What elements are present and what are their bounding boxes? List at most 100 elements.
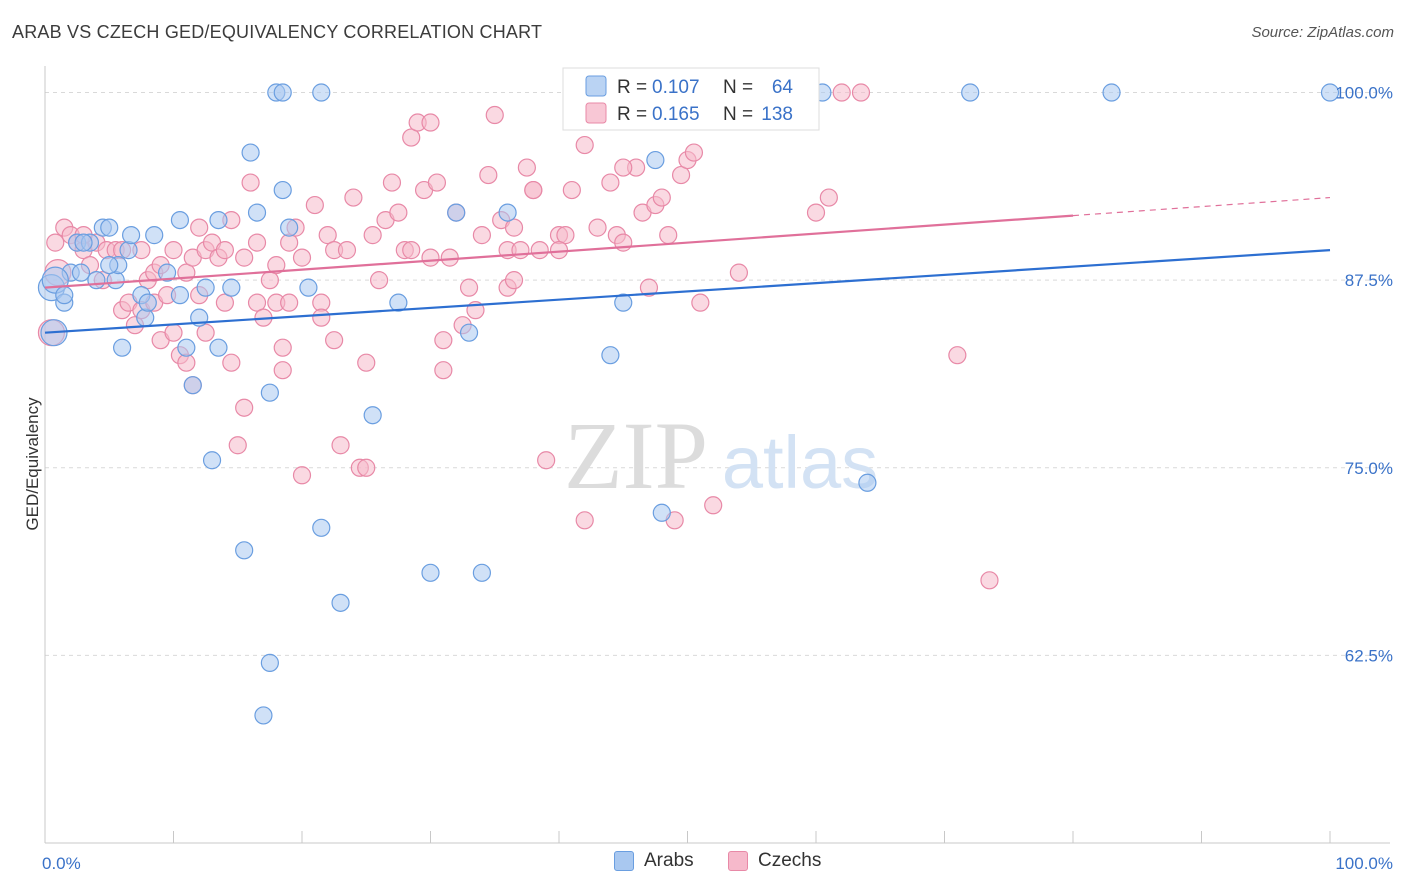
stats-n-label-czechs: N = <box>723 104 753 125</box>
czechs-point-79 <box>434 361 453 380</box>
czechs-point-96 <box>537 451 556 470</box>
czechs-point-123 <box>819 188 838 207</box>
x-tick-label-0: 0.0% <box>42 854 81 873</box>
arabs-point-40 <box>331 593 350 612</box>
arabs-point-47 <box>498 203 517 222</box>
czechs-point-80 <box>440 248 459 267</box>
y-tick-label-0: 100.0% <box>1335 84 1393 103</box>
y-tick-labels: 100.0% 87.5% 75.0% 62.5% <box>1335 84 1393 666</box>
czechs-point-57 <box>305 195 324 215</box>
series-czechs-points <box>37 83 999 590</box>
czechs-point-66 <box>357 353 376 372</box>
czechs-point-73 <box>402 128 421 147</box>
arabs-point-14 <box>121 226 141 245</box>
arabs-point-39 <box>312 518 331 537</box>
arabs-point-34 <box>260 653 279 672</box>
watermark: ZIP atlas <box>564 402 878 509</box>
arabs-point-44 <box>447 203 466 222</box>
trend-lines <box>44 196 1331 334</box>
czechs-point-42 <box>235 248 254 267</box>
arabs-point-43 <box>421 563 440 582</box>
stats-r-label-czechs: R = <box>617 104 647 125</box>
czechs-point-124 <box>832 83 851 102</box>
czechs-point-108 <box>639 278 659 297</box>
czechs-point-92 <box>511 241 530 260</box>
czechs-point-99 <box>562 180 581 200</box>
arabs-point-13 <box>119 241 138 260</box>
stats-swatch-czechs <box>585 102 607 124</box>
y-axis-label: GED/Equivalency <box>23 397 42 531</box>
stats-r-label-arabs: R = <box>617 77 647 98</box>
arabs-point-58 <box>273 83 292 102</box>
series-legend: Arabs Czechs <box>0 850 1406 880</box>
czechs-point-111 <box>659 226 678 245</box>
axes <box>44 66 1390 844</box>
czechs-point-40 <box>228 436 247 455</box>
czechs-point-86 <box>479 165 498 185</box>
arabs-point-55 <box>1102 83 1121 102</box>
czechs-point-115 <box>684 143 704 162</box>
czechs-point-132 <box>190 218 209 237</box>
stats-r-value-arabs: 0.107 <box>652 77 700 98</box>
stats-n-value-arabs: 64 <box>772 77 794 98</box>
czechs-point-119 <box>729 263 749 282</box>
czechs-point-110 <box>652 188 671 207</box>
arabs-point-59 <box>312 83 331 102</box>
arabs-point-5 <box>71 263 91 282</box>
czechs-point-83 <box>459 278 479 297</box>
arabs-point-50 <box>646 150 665 170</box>
czechs-point-126 <box>948 346 967 365</box>
watermark-atlas: atlas <box>722 421 878 504</box>
czechs-point-32 <box>196 323 215 342</box>
legend-swatch-arabs <box>614 851 634 871</box>
series-arabs-points <box>37 83 1340 725</box>
czechs-point-71 <box>389 203 408 222</box>
chart-source: Source: ZipAtlas.com <box>1251 24 1394 41</box>
stats-swatch-arabs <box>585 75 607 97</box>
stats-legend: R = 0.107 N = 64 R = 0.165 N = 138 <box>562 67 820 131</box>
czechs-point-25 <box>164 323 183 342</box>
arabs-point-36 <box>273 180 292 200</box>
czechs-point-78 <box>434 331 453 350</box>
trend-line-czechs <box>44 214 1074 289</box>
arabs-point-63 <box>74 233 93 252</box>
arabs-point-31 <box>241 143 260 162</box>
czechs-point-93 <box>517 158 536 177</box>
arabs-point-61 <box>55 286 74 305</box>
chart-title: ARAB VS CZECH GED/EQUIVALENCY CORRELATIO… <box>12 22 543 42</box>
arabs-point-48 <box>601 346 620 365</box>
czechs-point-64 <box>344 188 363 207</box>
arabs-point-62 <box>100 256 119 275</box>
arabs-point-12 <box>112 338 132 357</box>
arabs-point-53 <box>858 473 877 492</box>
czechs-point-50 <box>273 338 292 357</box>
czechs-point-44 <box>247 233 267 252</box>
y-tick-label-3: 62.5% <box>1345 646 1393 665</box>
arabs-point-33 <box>254 706 273 725</box>
czechs-point-117 <box>704 496 723 515</box>
czechs-point-100 <box>575 135 594 155</box>
legend-item-arabs: Arabs <box>614 850 694 872</box>
y-tick-label-1: 87.5% <box>1345 271 1393 290</box>
czechs-point-125 <box>851 83 871 102</box>
arabs-point-20 <box>170 286 190 305</box>
arabs-point-17 <box>138 293 157 312</box>
czechs-point-62 <box>331 436 350 455</box>
arabs-point-37 <box>280 218 299 237</box>
y-tick-label-2: 75.0% <box>1345 459 1393 478</box>
czechs-point-45 <box>247 293 267 312</box>
x-tick-label-1: 100.0% <box>1335 854 1393 873</box>
arabs-point-7 <box>87 271 106 290</box>
czechs-point-85 <box>472 226 491 245</box>
arabs-point-49 <box>614 293 633 312</box>
legend-label-czechs: Czechs <box>758 850 822 871</box>
arabs-point-35 <box>260 383 279 402</box>
legend-swatch-czechs <box>728 851 748 871</box>
arabs-point-25 <box>196 278 215 297</box>
legend-label-arabs: Arabs <box>644 850 694 871</box>
czechs-point-133 <box>421 113 440 132</box>
czechs-point-55 <box>292 466 312 485</box>
czechs-point-38 <box>215 293 234 312</box>
arabs-point-21 <box>170 210 190 230</box>
